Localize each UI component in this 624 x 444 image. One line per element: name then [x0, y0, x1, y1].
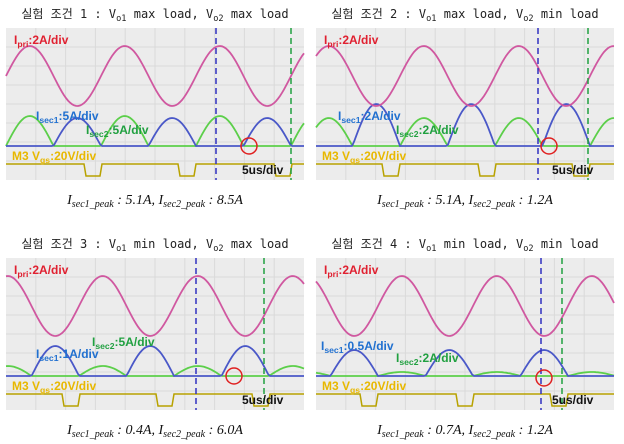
text-part: min load	[534, 237, 599, 251]
text-part: :2A/div	[361, 109, 401, 123]
page: {"panels": [ {"title": ["실험 조건 1 : V", "…	[0, 0, 624, 444]
text-part: M3 V	[322, 379, 350, 393]
subscript: o2	[213, 244, 223, 254]
text-part: :5A/div	[59, 109, 99, 123]
time-label: 5us/div	[552, 163, 594, 177]
subscript: sec2_peak	[163, 199, 205, 210]
subscript: o1	[116, 244, 126, 254]
gate-label: M3 Vgs:20V/div	[12, 149, 96, 165]
gate-label: M3 Vgs:20V/div	[322, 379, 406, 395]
caption: Isec1_peak : 0.4A, Isec2_peak : 6.0A	[66, 423, 243, 440]
time-label: 5us/div	[242, 163, 284, 177]
gate-label: M3 Vgs:20V/div	[12, 379, 96, 395]
subscript: o2	[213, 14, 223, 24]
subscript: sec2_peak	[473, 429, 515, 440]
subscript: sec1_peak	[382, 199, 424, 210]
subscript: sec2	[399, 357, 418, 367]
text-part: :2A/div	[338, 33, 378, 47]
text-part: min load	[534, 7, 599, 21]
panel-title: 실험 조건 3 : Vo1 min load, Vo2 max load	[21, 237, 288, 254]
subscript: sec1_peak	[72, 199, 114, 210]
subscript: o2	[523, 14, 533, 24]
text-part: :0.5A/div	[344, 339, 394, 353]
subscript: sec1	[324, 345, 343, 355]
subscript: sec1	[39, 115, 58, 125]
text-part: :1A/div	[59, 347, 99, 361]
subscript: o2	[523, 244, 533, 254]
text-part: max load, V	[437, 7, 524, 21]
panel-title: 실험 조건 1 : Vo1 max load, Vo2 max load	[21, 7, 288, 24]
subscript: o1	[426, 14, 436, 24]
time-label: 5us/div	[242, 393, 284, 407]
text-part: : 1.2A	[515, 423, 553, 438]
text-part: :5A/div	[115, 335, 155, 349]
text-part: min load, V	[437, 237, 524, 251]
text-part: :2A/div	[419, 123, 459, 137]
time-label: 5us/div	[552, 393, 594, 407]
text-part: : 1.2A	[515, 193, 553, 208]
text-part: M3 V	[12, 149, 40, 163]
subscript: pri	[327, 39, 338, 49]
panel-title: 실험 조건 2 : Vo1 max load, Vo2 min load	[331, 7, 598, 24]
scope-panel: Ipri:2A/divIsec1:5A/divIsec2:5A/divM3 Vg…	[6, 28, 304, 180]
text-part: M3 V	[322, 149, 350, 163]
text-part: : 6.0A	[205, 423, 243, 438]
scope-panel: Ipri:2A/divIsec1:0.5A/divIsec2:2A/divM3 …	[316, 258, 614, 410]
text-part: 실험 조건 4 : V	[331, 237, 426, 251]
subscript: sec2	[89, 129, 108, 139]
caption: Isec1_peak : 0.7A, Isec2_peak : 1.2A	[376, 423, 553, 440]
subscript: sec2_peak	[163, 429, 205, 440]
subscript: pri	[327, 269, 338, 279]
subscript: gs	[350, 385, 360, 395]
text-part: :20V/div	[50, 149, 96, 163]
text-part: : 0.7A, I	[424, 423, 475, 438]
subscript: gs	[40, 385, 50, 395]
subscript: sec1	[39, 353, 58, 363]
text-part: : 0.4A, I	[114, 423, 165, 438]
text-part: max load, V	[127, 7, 214, 21]
caption: Isec1_peak : 5.1A, Isec2_peak : 8.5A	[66, 193, 243, 210]
subscript: sec2	[95, 341, 114, 351]
text-part: : 8.5A	[205, 193, 243, 208]
subscript: sec1_peak	[382, 429, 424, 440]
text-part: : 5.1A, I	[114, 193, 165, 208]
subscript: gs	[350, 155, 360, 165]
caption: Isec1_peak : 5.1A, Isec2_peak : 1.2A	[376, 193, 553, 210]
text-part: 실험 조건 1 : V	[21, 7, 116, 21]
text-part: :20V/div	[360, 379, 406, 393]
subscript: gs	[40, 155, 50, 165]
gate-label: M3 Vgs:20V/div	[322, 149, 406, 165]
text-part: :2A/div	[28, 33, 68, 47]
text-part: :2A/div	[338, 263, 378, 277]
text-part: max load	[224, 237, 289, 251]
panel-title: 실험 조건 4 : Vo1 min load, Vo2 min load	[331, 237, 598, 254]
subscript: sec2_peak	[473, 199, 515, 210]
text-part: :20V/div	[50, 379, 96, 393]
subscript: sec1	[341, 115, 360, 125]
text-part: 실험 조건 2 : V	[331, 7, 426, 21]
subscript: o1	[116, 14, 126, 24]
figure: 실험 조건 1 : Vo1 max load, Vo2 max loadIpri…	[0, 0, 624, 444]
text-part: :2A/div	[419, 351, 459, 365]
subscript: pri	[17, 269, 28, 279]
text-part: 실험 조건 3 : V	[21, 237, 116, 251]
subscript: o1	[426, 244, 436, 254]
text-part: M3 V	[12, 379, 40, 393]
subscript: sec2	[399, 129, 418, 139]
text-part: max load	[224, 7, 289, 21]
text-part: :20V/div	[360, 149, 406, 163]
text-part: :5A/div	[109, 123, 149, 137]
text-part: : 5.1A, I	[424, 193, 475, 208]
text-part: :2A/div	[28, 263, 68, 277]
text-part: min load, V	[127, 237, 214, 251]
subscript: sec1_peak	[72, 429, 114, 440]
subscript: pri	[17, 39, 28, 49]
